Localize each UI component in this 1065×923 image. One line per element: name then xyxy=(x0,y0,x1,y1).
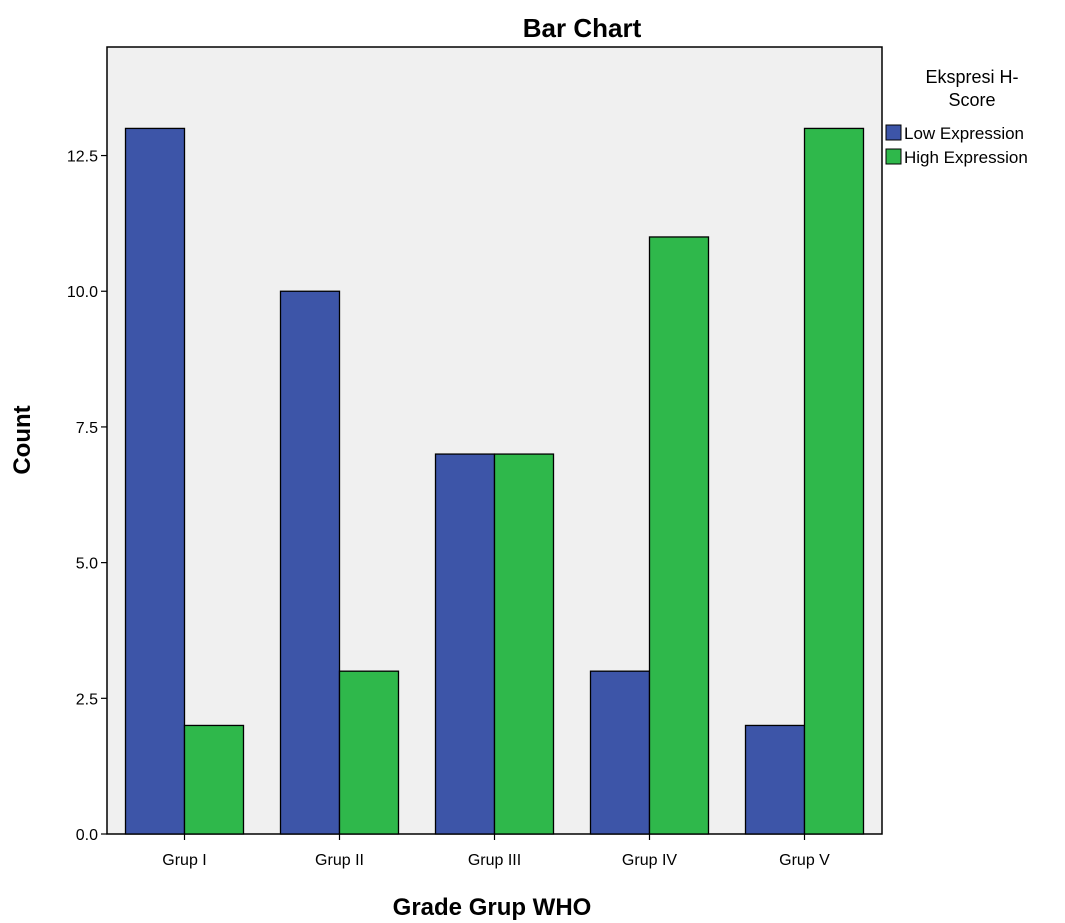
legend-title-line-2: Score xyxy=(948,90,995,110)
x-tick-label: Grup I xyxy=(162,852,206,869)
bar-grup-iii-high-expression xyxy=(493,453,555,835)
bars-group xyxy=(124,127,865,835)
legend-label: Low Expression xyxy=(904,124,1024,143)
bar-grup-iii-low-expression xyxy=(434,453,496,835)
bar-grup-i-low-expression xyxy=(124,127,186,835)
legend-swatch xyxy=(885,148,902,165)
x-tick-label: Grup III xyxy=(468,852,521,869)
y-axis-title: Count xyxy=(9,405,36,474)
bar-grup-ii-high-expression xyxy=(338,670,400,835)
x-tick-label: Grup IV xyxy=(622,852,677,869)
bar-grup-v-high-expression xyxy=(803,127,865,835)
legend-swatch xyxy=(885,124,902,141)
legend-label: High Expression xyxy=(904,148,1028,167)
bar-grup-v-low-expression xyxy=(744,724,806,835)
bar-grup-iv-low-expression xyxy=(589,670,651,835)
bar-grup-ii-low-expression xyxy=(279,290,341,835)
x-axis-title: Grade Grup WHO xyxy=(393,894,592,921)
bar-grup-iv-high-expression xyxy=(648,236,710,835)
x-axis: Grup I Grup II Grup III Grup IV Grup V xyxy=(162,834,830,869)
x-tick-label: Grup V xyxy=(779,852,830,869)
bar-grup-i-high-expression xyxy=(183,724,245,835)
y-tick-label: 7.5 xyxy=(76,420,98,437)
y-tick-label: 10.0 xyxy=(67,284,98,301)
y-tick-label: 5.0 xyxy=(76,556,98,573)
y-axis: 0.0 2.5 5.0 7.5 10.0 12.5 xyxy=(67,149,107,844)
y-tick-label: 0.0 xyxy=(76,827,98,844)
y-tick-label: 12.5 xyxy=(67,149,98,166)
legend: Ekspresi H- Score Low Expression High Exp… xyxy=(885,67,1028,167)
y-tick-label: 2.5 xyxy=(76,691,98,708)
chart-title: Bar Chart xyxy=(523,13,642,43)
x-tick-label: Grup II xyxy=(315,852,364,869)
legend-title-line-1: Ekspresi H- xyxy=(925,67,1018,87)
